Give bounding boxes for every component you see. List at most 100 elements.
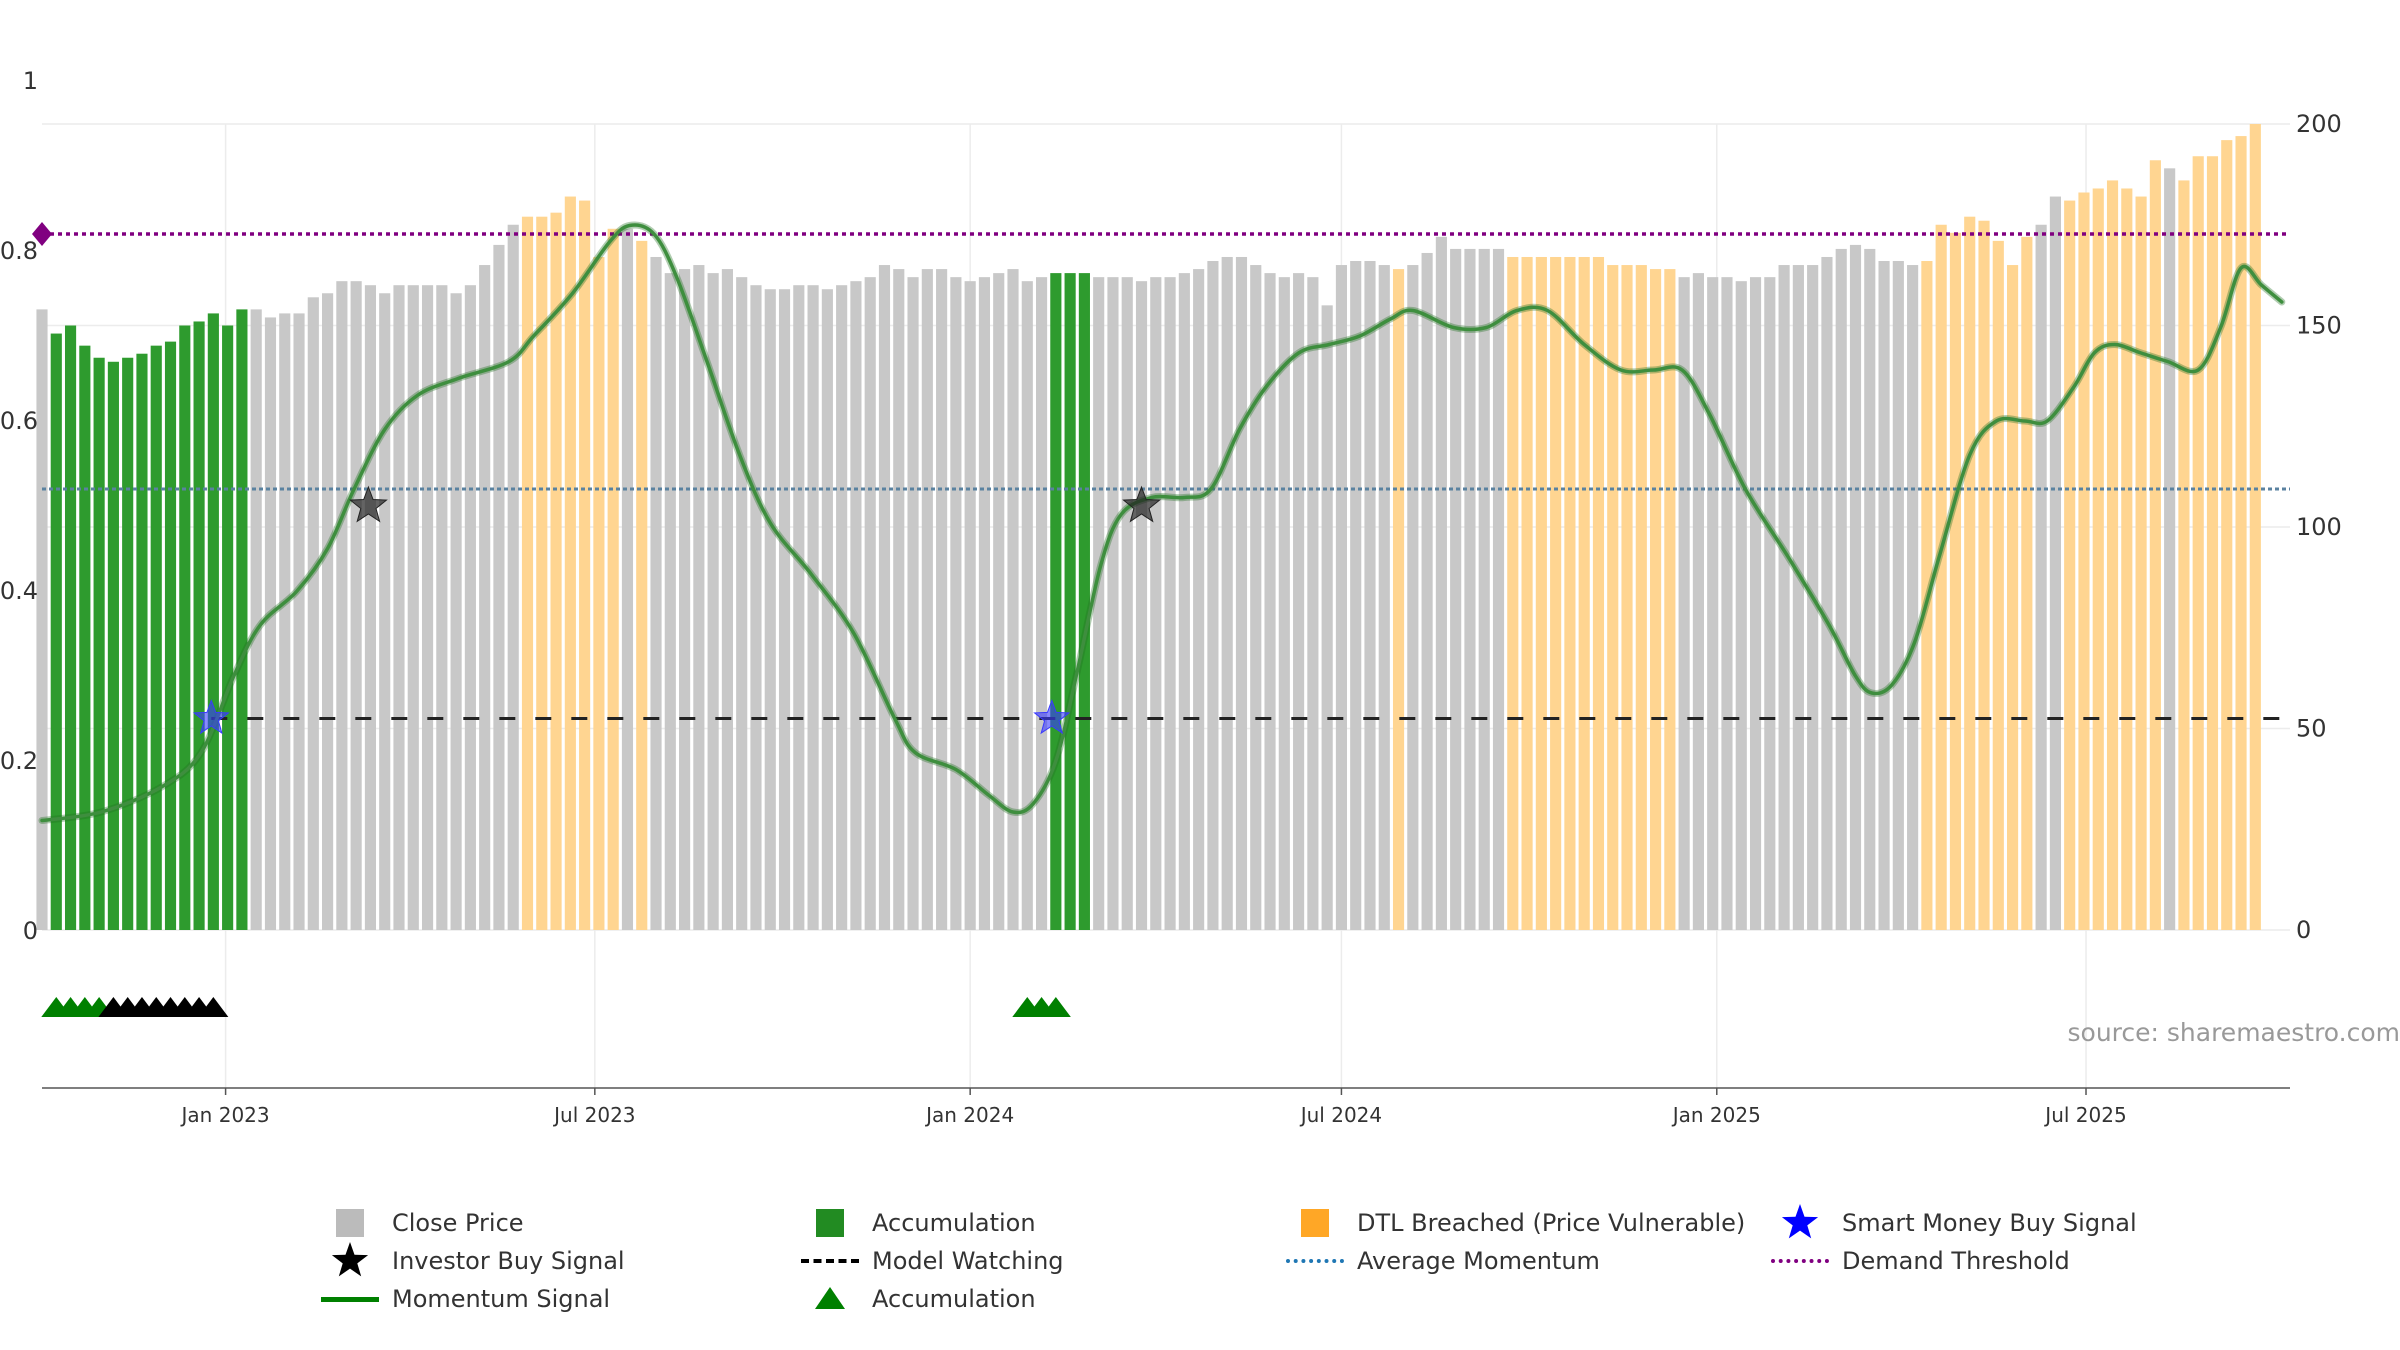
close-price-bar — [1278, 277, 1290, 930]
x-tick-label: Jul 2023 — [552, 1103, 635, 1127]
close-price-bar — [750, 285, 762, 930]
dtl-bar — [1578, 256, 1590, 930]
dtl-bar — [1992, 240, 2004, 930]
accumulation-bar — [1064, 273, 1076, 930]
dtl-bar — [1935, 224, 1947, 930]
close-price-bar — [407, 285, 419, 930]
close-price-bar — [1036, 277, 1048, 930]
close-price-bar — [1435, 236, 1447, 931]
dtl-bar — [1635, 265, 1647, 930]
dtl-bar — [564, 196, 576, 931]
investor-buy-star — [348, 485, 388, 523]
accumulation-bar — [179, 325, 191, 930]
dtl-bar — [593, 256, 605, 930]
close-price-bar — [1293, 273, 1305, 930]
close-price-bar — [393, 285, 405, 930]
close-price-bar — [850, 281, 862, 930]
dtl-bar — [1964, 216, 1976, 930]
close-price-bar — [293, 313, 305, 930]
close-price-bar — [1892, 261, 1904, 930]
legend-average-momentum-swatch — [1285, 1243, 1345, 1279]
dtl-bar — [521, 216, 534, 930]
accumulation-bar — [164, 341, 177, 930]
accumulation-bar — [107, 361, 119, 930]
dtl-bar — [2078, 192, 2090, 930]
close-price-bar — [1150, 277, 1162, 930]
close-price-bar — [964, 281, 976, 930]
legend-accumulation-bar[interactable]: Accumulation — [800, 1205, 1036, 1241]
reference-lines — [32, 222, 2290, 720]
dtl-bar — [1664, 269, 1676, 931]
dtl-bar — [1550, 256, 1562, 930]
close-price-bar — [1193, 269, 1205, 931]
close-price-bar — [493, 244, 505, 930]
legend-close-price[interactable]: Close Price — [320, 1205, 524, 1241]
close-price-bar — [1764, 277, 1776, 930]
triangle-icon — [815, 1287, 845, 1309]
accumulation-bar — [236, 309, 248, 930]
close-price-bar — [736, 277, 748, 930]
dtl-bar — [2249, 124, 2261, 930]
close-price-bar — [893, 269, 905, 931]
accumulation-bar — [150, 345, 162, 930]
star-icon — [331, 1242, 369, 1277]
dtl-bar — [579, 200, 591, 930]
dtl-bar — [2221, 140, 2233, 930]
dtl-bar — [550, 212, 562, 930]
close-price-bar — [679, 269, 691, 931]
legend-dtl-breached[interactable]: DTL Breached (Price Vulnerable) — [1285, 1205, 1745, 1241]
close-price-bar — [621, 228, 634, 930]
dtl-bar — [2092, 188, 2104, 931]
close-price-bar — [1264, 273, 1276, 930]
dtl-bar — [1564, 256, 1576, 930]
dtl-bar — [2135, 196, 2147, 931]
accumulation-bar — [122, 357, 134, 930]
legend-investor-buy[interactable]: Investor Buy Signal — [320, 1242, 625, 1279]
legend-average-momentum[interactable]: Average Momentum — [1285, 1243, 1600, 1279]
dtl-bar — [1392, 269, 1405, 931]
close-price-bar — [1093, 277, 1105, 930]
legend-model-watching[interactable]: Model Watching — [800, 1243, 1064, 1279]
legend-momentum-signal-swatch — [320, 1281, 380, 1317]
close-price-bar — [864, 277, 876, 930]
close-price-bar — [1207, 261, 1219, 930]
x-tick-label: Jan 2023 — [180, 1103, 270, 1127]
legend-close-price-label: Close Price — [392, 1209, 524, 1237]
close-price-bar — [1307, 277, 1319, 930]
legend-accumulation-marker[interactable]: Accumulation — [800, 1281, 1036, 1317]
close-price-bar — [1849, 244, 1862, 930]
close-price-bar — [1492, 248, 1505, 930]
legend-smart-money[interactable]: Smart Money Buy Signal — [1770, 1204, 2137, 1241]
x-tick-label: Jan 2024 — [924, 1103, 1014, 1127]
legend-accumulation-marker-label: Accumulation — [872, 1285, 1036, 1313]
close-price-bar — [907, 277, 919, 930]
x-tick-label: Jul 2024 — [1299, 1103, 1382, 1127]
legend: Close Price Accumulation DTL Breached (P… — [0, 1204, 2400, 1345]
close-price-bar — [1235, 256, 1248, 930]
dtl-bar — [2206, 156, 2219, 931]
close-price-bar — [1164, 277, 1176, 930]
close-price-bar — [436, 285, 448, 930]
close-price-bar — [764, 289, 776, 931]
right-tick-label: 0 — [2296, 916, 2311, 944]
left-tick-label: 0.8 — [0, 237, 38, 265]
close-price-bar — [921, 269, 933, 931]
right-tick-label: 150 — [2296, 312, 2342, 340]
legend-smart-money-label: Smart Money Buy Signal — [1842, 1209, 2137, 1237]
legend-demand-threshold[interactable]: Demand Threshold — [1770, 1243, 2070, 1279]
left-tick-label: 0.4 — [0, 577, 38, 605]
dtl-bar — [607, 228, 619, 930]
close-price-bar — [1321, 305, 1333, 931]
accumulation-bar — [1078, 273, 1090, 930]
close-price-bar — [1350, 261, 1362, 930]
close-price-bar — [807, 285, 819, 930]
close-price-bar — [664, 273, 676, 930]
dtl-bar — [2149, 160, 2161, 930]
dtl-bar — [1621, 265, 1633, 930]
close-price-bar — [1692, 273, 1704, 930]
dtl-bar — [2235, 136, 2247, 931]
close-price-bar — [1378, 265, 1390, 930]
accumulation-bar — [193, 321, 205, 931]
legend-momentum-signal[interactable]: Momentum Signal — [320, 1281, 610, 1317]
dtl-bar — [636, 240, 648, 930]
